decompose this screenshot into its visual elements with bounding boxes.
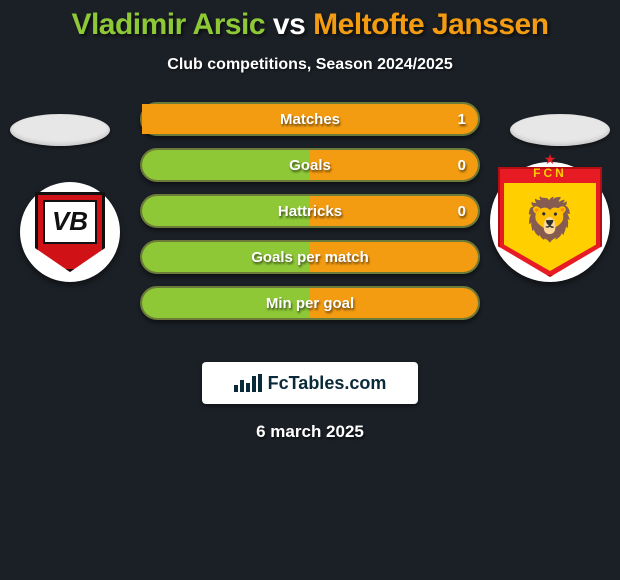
vs-separator: vs — [273, 8, 313, 41]
stat-row: Goals per match — [140, 240, 480, 274]
player2-photo-placeholder — [510, 114, 610, 146]
bars-icon — [234, 374, 262, 392]
club-badge-left: VB — [20, 182, 120, 282]
brand-badge: FcTables.com — [202, 362, 418, 404]
stat-label: Goals — [142, 157, 478, 174]
brand-text: FcTables.com — [268, 373, 387, 394]
stat-row: Matches1 — [140, 102, 480, 136]
vb-crest-icon: VB — [35, 192, 105, 272]
player1-photo-placeholder — [10, 114, 110, 146]
vb-crest-text: VB — [35, 206, 105, 237]
stat-value-right: 0 — [458, 157, 466, 174]
club-badge-right: ★ FCN 🦁 — [490, 162, 610, 282]
fcn-crest-icon: ★ FCN 🦁 — [498, 167, 602, 277]
stat-label: Matches — [142, 111, 478, 128]
stat-rows: Matches1Goals0Hattricks0Goals per matchM… — [140, 102, 480, 332]
lion-icon: 🦁 — [498, 199, 602, 241]
stat-label: Hattricks — [142, 203, 478, 220]
comparison-panel: VB ★ FCN 🦁 Matches1Goals0Hattricks0Goals… — [0, 102, 620, 362]
stat-row: Goals0 — [140, 148, 480, 182]
player2-name: Meltofte Janssen — [313, 8, 548, 41]
stat-value-right: 0 — [458, 203, 466, 220]
stat-label: Min per goal — [142, 295, 478, 312]
stat-row: Min per goal — [140, 286, 480, 320]
fcn-crest-text: FCN — [498, 166, 602, 180]
subtitle: Club competitions, Season 2024/2025 — [0, 56, 620, 74]
player1-name: Vladimir Arsic — [71, 8, 265, 41]
page-title: Vladimir Arsic vs Meltofte Janssen — [0, 0, 620, 42]
stat-row: Hattricks0 — [140, 194, 480, 228]
stat-value-right: 1 — [458, 111, 466, 128]
date-text: 6 march 2025 — [0, 422, 620, 442]
stat-label: Goals per match — [142, 249, 478, 266]
